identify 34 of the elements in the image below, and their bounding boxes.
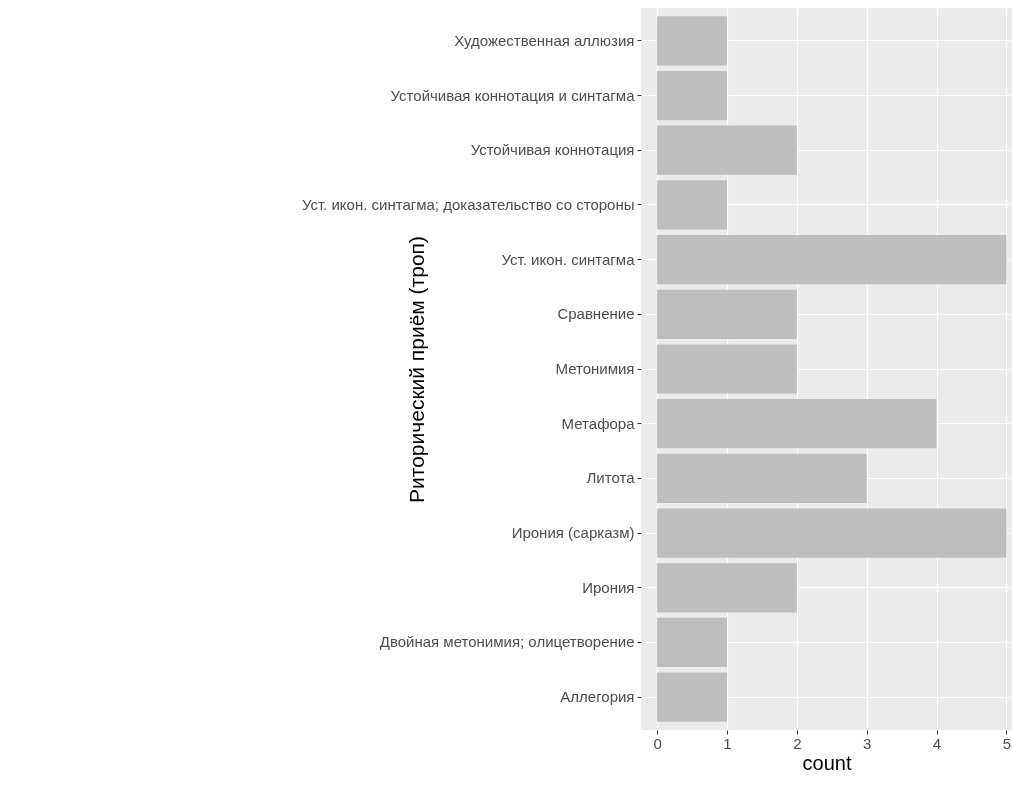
- y-tick-label: Метафора: [561, 414, 636, 432]
- bar: [657, 508, 1007, 558]
- bar: [657, 16, 727, 66]
- bar: [657, 180, 727, 230]
- y-tick-label: Двойная метонимия; олицетворение: [379, 633, 635, 651]
- y-tick-label: Ирония: [582, 578, 635, 596]
- bar: [657, 70, 727, 121]
- y-tick-label: Литота: [586, 469, 636, 487]
- y-tick-label: Устойчивая коннотация и синтагма: [390, 86, 636, 104]
- y-tick-label: Уст. икон. синтагма; доказательство со стороны: [301, 195, 635, 213]
- bar: [657, 289, 797, 339]
- x-tick-label: 2: [793, 734, 802, 752]
- y-tick-label: Художественная аллюзия: [454, 31, 635, 49]
- x-tick-label: 4: [932, 734, 942, 752]
- bar: [657, 399, 937, 449]
- bar: [657, 453, 867, 504]
- bar: [657, 672, 727, 722]
- bar: [657, 617, 727, 668]
- x-tick-label: 1: [723, 734, 732, 752]
- y-tick-label: Ирония (сарказм): [511, 524, 635, 542]
- bar: [657, 563, 797, 613]
- y-tick-label: Аллегория: [560, 688, 635, 706]
- x-tick-label: 5: [1002, 734, 1012, 752]
- x-tick-label: 3: [863, 734, 872, 752]
- y-tick-label: Метонимия: [555, 360, 635, 377]
- y-tick-label: Устойчивая коннотация: [470, 141, 635, 159]
- bar: [657, 344, 797, 394]
- bar: [657, 234, 1007, 285]
- x-axis-title: count: [802, 751, 852, 774]
- y-axis-title: Риторический приём (троп): [404, 236, 428, 503]
- bar: [657, 125, 797, 175]
- y-tick-label: Сравнение: [557, 305, 635, 323]
- x-tick-label: 0: [653, 734, 662, 752]
- y-tick-label: Уст. икон. синтагма: [501, 250, 636, 268]
